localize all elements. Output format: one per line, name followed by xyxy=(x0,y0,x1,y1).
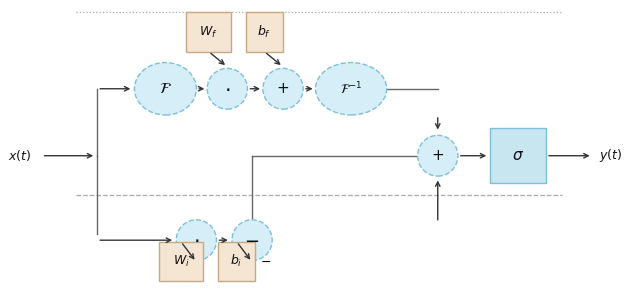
Ellipse shape xyxy=(315,63,387,115)
FancyBboxPatch shape xyxy=(219,242,255,281)
Text: $\cdot$: $\cdot$ xyxy=(224,79,230,99)
Ellipse shape xyxy=(263,69,303,109)
FancyBboxPatch shape xyxy=(246,12,283,52)
Text: $y(t)$: $y(t)$ xyxy=(598,147,622,164)
Text: $x(t)$: $x(t)$ xyxy=(8,148,31,163)
Text: $b_f$: $b_f$ xyxy=(257,24,271,40)
FancyBboxPatch shape xyxy=(187,12,231,52)
Ellipse shape xyxy=(232,220,272,260)
Text: $\mathcal{F}$: $\mathcal{F}$ xyxy=(159,81,172,96)
FancyBboxPatch shape xyxy=(490,128,546,183)
Ellipse shape xyxy=(176,220,217,260)
Ellipse shape xyxy=(418,135,458,176)
Text: $\mathcal{F}^{-1}$: $\mathcal{F}^{-1}$ xyxy=(340,81,362,97)
Ellipse shape xyxy=(134,63,197,115)
Text: $b_i$: $b_i$ xyxy=(230,253,243,269)
Text: $\cdot$: $\cdot$ xyxy=(193,230,200,250)
Text: $-$: $-$ xyxy=(260,255,271,268)
Text: $W_i$: $W_i$ xyxy=(173,254,189,269)
FancyBboxPatch shape xyxy=(159,242,203,281)
Ellipse shape xyxy=(207,69,247,109)
Text: $\sigma$: $\sigma$ xyxy=(512,148,524,163)
Text: $-$: $-$ xyxy=(244,231,259,249)
Text: $W_f$: $W_f$ xyxy=(200,24,218,39)
Text: $+$: $+$ xyxy=(431,148,445,163)
Text: $+$: $+$ xyxy=(276,81,290,96)
